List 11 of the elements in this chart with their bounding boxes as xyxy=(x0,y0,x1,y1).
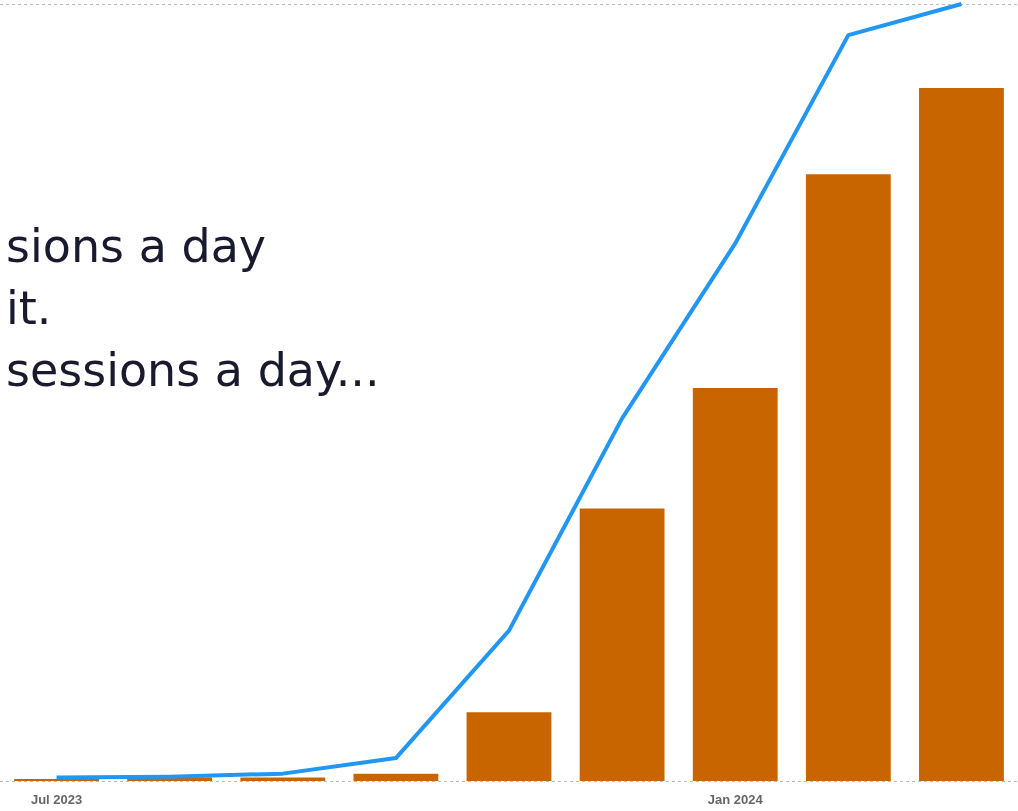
x-tick-label: Jan 2024 xyxy=(707,791,764,807)
bar xyxy=(353,773,439,781)
annotation: it. xyxy=(6,280,53,337)
x-tick-label: Jul 2023 xyxy=(30,791,83,807)
bar xyxy=(805,174,891,781)
annotation: sessions a day... xyxy=(6,342,380,399)
bar xyxy=(466,712,552,781)
annotation: sions a day xyxy=(6,218,268,275)
bar xyxy=(919,87,1004,781)
bar xyxy=(692,388,778,781)
bar xyxy=(579,508,665,781)
